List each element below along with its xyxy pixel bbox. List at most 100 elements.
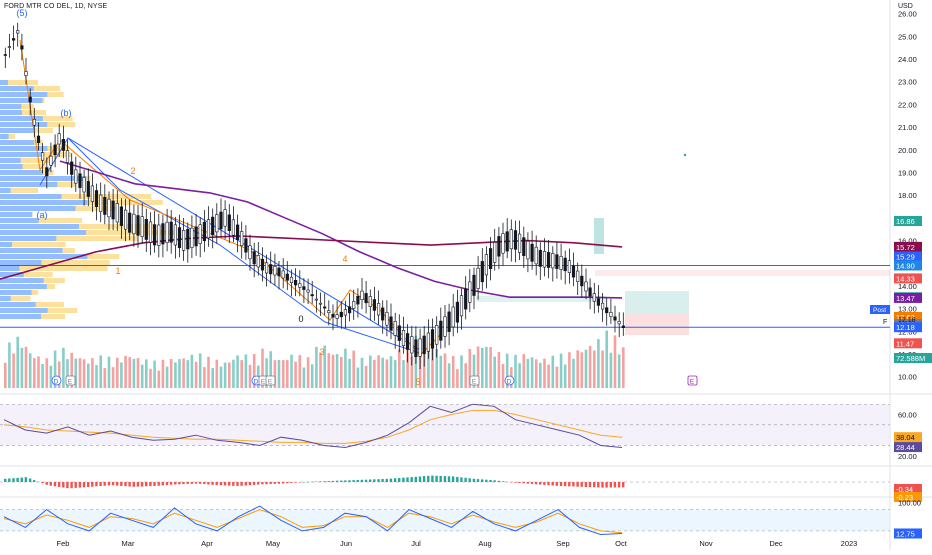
volume-bar (120, 362, 123, 388)
candle-body (12, 39, 15, 41)
volume-profile-bar (0, 194, 62, 199)
macd-hist-bar (99, 482, 101, 486)
candle-body (99, 195, 102, 212)
macd-hist-bar (435, 476, 437, 482)
candle-body (319, 303, 322, 304)
macd-hist-bar (390, 479, 392, 482)
candle-body (440, 321, 443, 340)
candle-body (539, 250, 542, 266)
volume-profile-bar (11, 296, 31, 301)
volume-bar (12, 353, 15, 388)
volume-bar (531, 357, 534, 388)
macd-hist-bar (319, 481, 321, 482)
candle-body (386, 312, 389, 325)
macd-hist-bar (62, 482, 64, 488)
candle-body (398, 326, 401, 341)
candle-body (124, 210, 127, 229)
volume-bar (141, 365, 144, 388)
volume-profile-bar (0, 170, 43, 175)
volume-bar (444, 354, 447, 389)
candle-body (261, 259, 264, 270)
volume-bar (527, 359, 530, 388)
candle-body (510, 230, 513, 249)
macd-hist-bar (402, 478, 404, 482)
price-axis-badge-text: 13.47 (896, 294, 915, 303)
volume-bar (547, 365, 550, 388)
long-position-zone (625, 291, 689, 313)
candle-body (253, 252, 256, 264)
candle-body (294, 280, 297, 285)
candle-body (381, 308, 384, 320)
macd-hist-bar (133, 482, 135, 487)
candle-body (224, 210, 227, 227)
macd-hist-bar (332, 481, 334, 482)
volume-profile-bar (21, 104, 33, 109)
volume-bar (498, 352, 501, 388)
event-marker-label: D (507, 379, 512, 386)
candle-body (531, 244, 534, 261)
macd-hist-bar (514, 482, 516, 483)
price-tick-label: 21.00 (898, 123, 917, 132)
macd-hist-bar (174, 482, 176, 484)
volume-bar (581, 352, 584, 388)
volume-bar (290, 355, 293, 388)
macd-hist-bar (50, 482, 52, 486)
price-tick-label: 25.00 (898, 32, 917, 41)
volume-profile-bar (62, 194, 152, 199)
macd-hist-bar (166, 482, 168, 485)
candle-body (29, 97, 32, 102)
volume-profile-bar (0, 224, 79, 229)
volume-profile-bar (0, 104, 21, 109)
volume-bar (191, 355, 194, 388)
wave-label: 3 (319, 347, 324, 357)
macd-hist-bar (187, 482, 189, 484)
candle-body (274, 266, 277, 275)
target-zone (594, 218, 604, 254)
macd-hist-bar (91, 482, 93, 487)
macd-hist-bar (269, 482, 271, 484)
time-axis-label: Aug (478, 539, 491, 548)
macd-hist-bar (29, 479, 31, 483)
macd-hist-bar (141, 482, 143, 487)
candle-body (489, 249, 492, 269)
macd-hist-bar (216, 482, 218, 485)
candle-body (174, 225, 177, 245)
macd-hist-bar (473, 479, 475, 482)
candle-body (593, 294, 596, 302)
candle-body (245, 239, 248, 253)
macd-hist-bar (95, 482, 97, 486)
rsi-tick-label: 60.00 (898, 411, 917, 420)
candle-body (145, 219, 148, 239)
macd-hist-bar (340, 481, 342, 482)
volume-bar (158, 371, 161, 388)
volume-profile-bar (0, 182, 57, 187)
volume-profile-bar (0, 134, 9, 139)
current-price-label: 12.18 (898, 317, 916, 324)
candle-body (166, 222, 169, 242)
macd-hist-bar (361, 480, 363, 482)
macd-hist-bar (25, 477, 27, 482)
macd-hist-bar (207, 482, 209, 485)
volume-profile-bar (0, 128, 33, 133)
volume-bar (303, 368, 306, 389)
macd-hist-bar (286, 482, 288, 483)
volume-profile-bar (47, 92, 63, 97)
macd-hist-bar (145, 482, 147, 486)
macd-hist-bar (54, 482, 56, 486)
time-axis-label: Nov (699, 539, 713, 548)
volume-bar (552, 356, 555, 388)
volume-bar (79, 358, 82, 388)
macd-hist-bar (274, 482, 276, 484)
volume-bar (502, 364, 505, 388)
resistance-zone (595, 270, 890, 276)
macd-hist-bar (601, 482, 603, 488)
macd-hist-bar (589, 482, 591, 487)
macd-hist-bar (427, 476, 429, 482)
candle-body (46, 168, 49, 176)
candle-body (448, 312, 451, 332)
candle-body (4, 55, 7, 56)
macd-hist-bar (58, 482, 60, 487)
candle-body (357, 296, 360, 304)
